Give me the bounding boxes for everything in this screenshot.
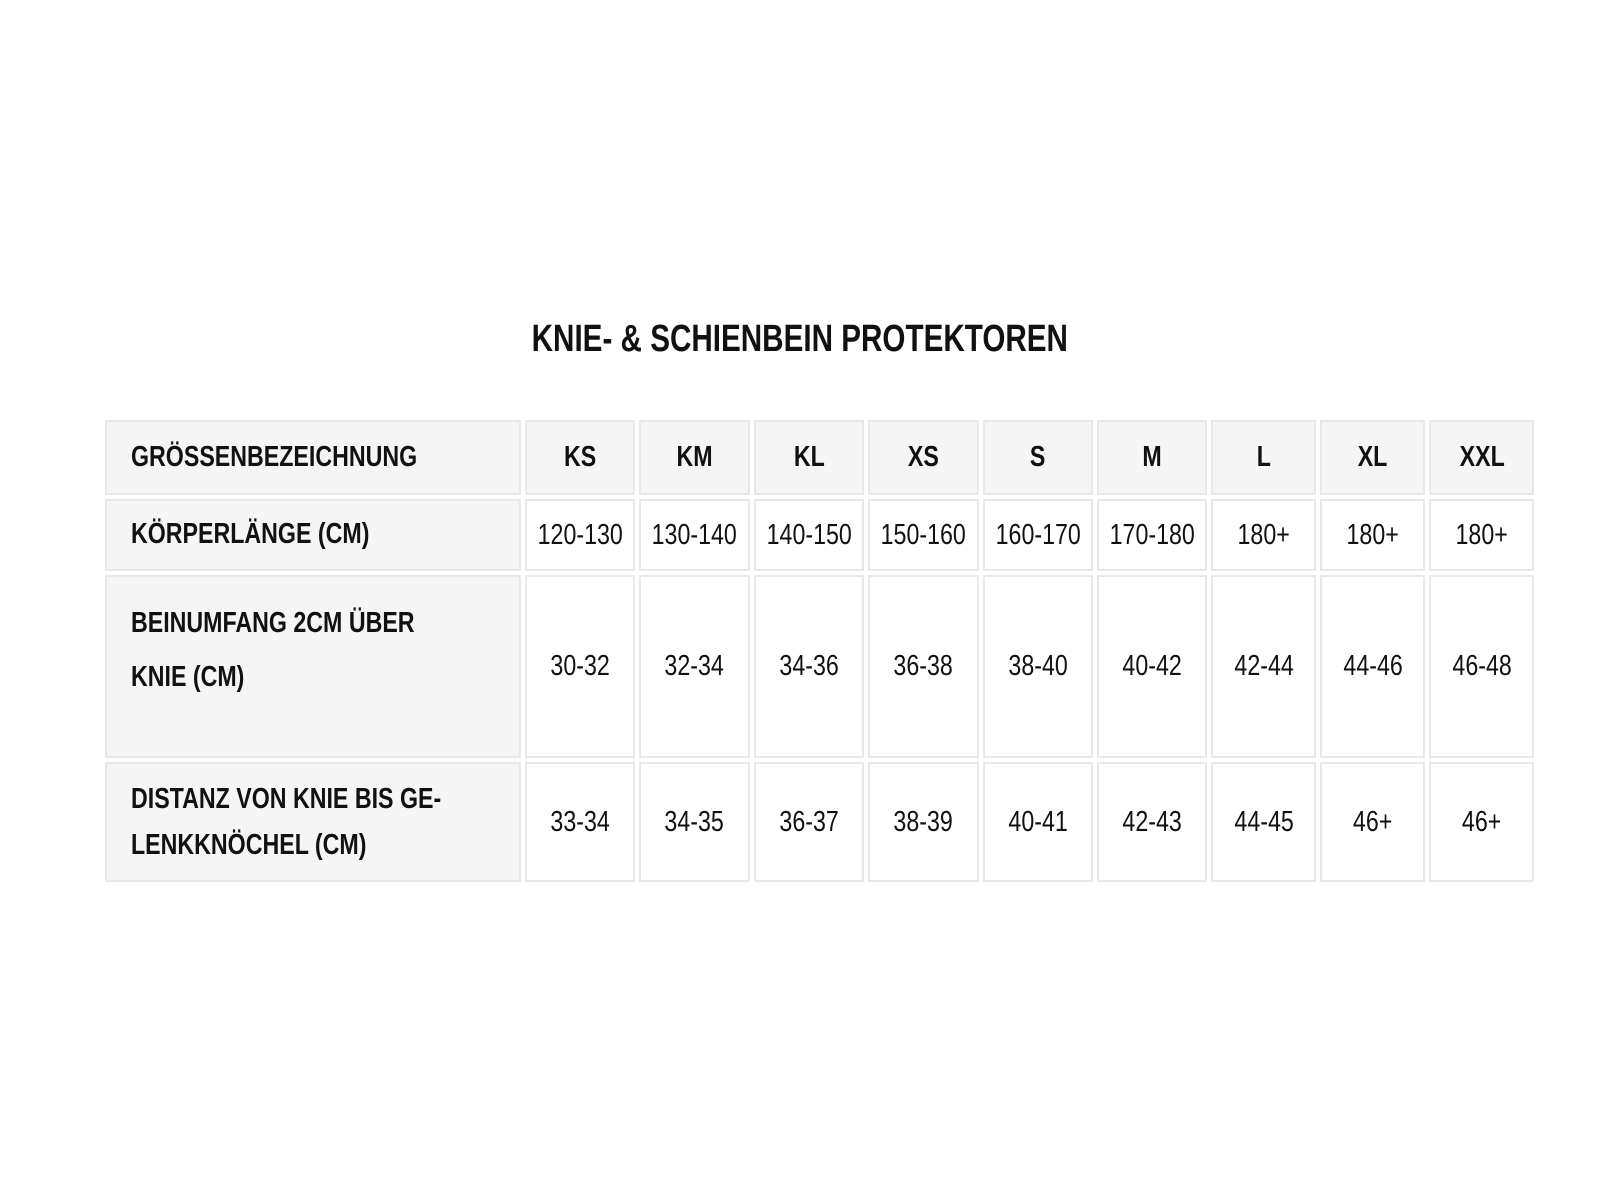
cell-value: 42-44 xyxy=(1234,650,1294,682)
row-label: KÖRPERLÄNGE (CM) xyxy=(131,518,370,551)
cell-value: 32-34 xyxy=(664,650,725,682)
value-cell: 34-36 xyxy=(753,575,865,758)
value-cell: 33-34 xyxy=(524,762,636,882)
cell-value: 170-180 xyxy=(1109,518,1195,551)
size-header-cell: S xyxy=(982,420,1093,495)
cell-value: 34-35 xyxy=(664,805,725,838)
size-label: KS xyxy=(563,441,597,473)
cell-value: 180+ xyxy=(1346,518,1400,551)
value-cell: 42-44 xyxy=(1211,575,1317,758)
size-header-cell: XL xyxy=(1320,420,1426,495)
value-cell: 150-160 xyxy=(868,499,979,571)
value-cell: 40-41 xyxy=(982,762,1093,882)
table-row: DISTANZ VON KNIE BIS GE- LENKKNÖCHEL (CM)… xyxy=(105,762,1535,882)
page-title: KNIE- & SCHIENBEIN PROTEKTOREN xyxy=(0,318,1600,361)
row-label-cell: BEINUMFANG 2CM ÜBER KNIE (CM) xyxy=(105,575,521,758)
value-cell: 130-140 xyxy=(639,499,750,571)
cell-value: 46-48 xyxy=(1452,650,1512,682)
value-cell: 46+ xyxy=(1429,762,1535,882)
value-cell: 44-45 xyxy=(1211,762,1317,882)
row-label: DISTANZ VON KNIE BIS GE- LENKKNÖCHEL (CM) xyxy=(131,776,441,869)
size-label: XL xyxy=(1358,441,1388,473)
size-header-cell: KS xyxy=(524,420,636,495)
header-label-cell: GRÖSSENBEZEICHNUNG xyxy=(105,420,521,495)
size-header-cell: KL xyxy=(753,420,865,495)
cell-value: 38-39 xyxy=(893,805,953,838)
title-text: KNIE- & SCHIENBEIN PROTEKTOREN xyxy=(531,318,1069,360)
value-cell: 140-150 xyxy=(753,499,865,571)
size-label: S xyxy=(1029,441,1046,473)
size-label: XS xyxy=(907,441,939,473)
size-label: M xyxy=(1142,441,1162,473)
value-cell: 170-180 xyxy=(1096,499,1208,571)
size-label: L xyxy=(1256,441,1271,473)
cell-value: 180+ xyxy=(1455,518,1509,551)
value-cell: 34-35 xyxy=(639,762,750,882)
cell-value: 38-40 xyxy=(1008,650,1068,682)
size-header-cell: M xyxy=(1096,420,1208,495)
row-label-line: BEINUMFANG 2CM ÜBER xyxy=(131,607,415,639)
size-header-cell: XXL xyxy=(1429,420,1535,495)
cell-value: 42-43 xyxy=(1122,805,1182,838)
cell-value: 44-45 xyxy=(1234,805,1294,838)
size-header-cell: L xyxy=(1211,420,1317,495)
value-cell: 180+ xyxy=(1211,499,1317,571)
size-label: KM xyxy=(676,441,713,473)
row-label-line: LENKKNÖCHEL (CM) xyxy=(131,829,367,861)
header-row: GRÖSSENBEZEICHNUNG KS KM KL XS S M L XL XXL xyxy=(105,420,1535,495)
value-cell: 180+ xyxy=(1429,499,1535,571)
row-label-cell: KÖRPERLÄNGE (CM) xyxy=(105,499,521,571)
value-cell: 180+ xyxy=(1320,499,1426,571)
value-cell: 32-34 xyxy=(639,575,750,758)
value-cell: 38-39 xyxy=(868,762,979,882)
cell-value: 46+ xyxy=(1462,805,1502,838)
cell-value: 150-160 xyxy=(880,518,966,551)
row-label-cell: DISTANZ VON KNIE BIS GE- LENKKNÖCHEL (CM) xyxy=(105,762,521,882)
size-label: KL xyxy=(793,441,825,473)
row-label-line: KNIE (CM) xyxy=(131,660,245,693)
cell-value: 30-32 xyxy=(550,650,610,682)
cell-value: 180+ xyxy=(1237,518,1291,551)
size-chart-table: GRÖSSENBEZEICHNUNG KS KM KL XS S M L XL XXL KÖRP… xyxy=(101,416,1538,886)
size-label: XXL xyxy=(1459,441,1505,473)
cell-value: 46+ xyxy=(1353,805,1393,838)
cell-value: 160-170 xyxy=(995,518,1081,551)
row-label-line: DISTANZ VON KNIE BIS GE- xyxy=(131,782,442,815)
value-cell: 38-40 xyxy=(982,575,1093,758)
table-row: KÖRPERLÄNGE (CM) 120-130 130-140 140-150 15… xyxy=(105,499,1535,571)
value-cell: 40-42 xyxy=(1096,575,1208,758)
value-cell: 160-170 xyxy=(982,499,1093,571)
cell-value: 36-37 xyxy=(779,805,839,838)
value-cell: 36-38 xyxy=(868,575,979,758)
cell-value: 130-140 xyxy=(651,518,737,551)
cell-value: 40-41 xyxy=(1008,805,1068,838)
value-cell: 42-43 xyxy=(1096,762,1208,882)
cell-value: 140-150 xyxy=(766,518,852,551)
row-label: BEINUMFANG 2CM ÜBER KNIE (CM) xyxy=(131,597,415,704)
size-header-cell: XS xyxy=(868,420,979,495)
value-cell: 46+ xyxy=(1320,762,1426,882)
value-cell: 30-32 xyxy=(524,575,636,758)
cell-value: 44-46 xyxy=(1343,650,1403,682)
cell-value: 34-36 xyxy=(779,650,839,682)
size-header-cell: KM xyxy=(639,420,750,495)
cell-value: 33-34 xyxy=(550,805,610,838)
value-cell: 36-37 xyxy=(753,762,865,882)
header-label: GRÖSSENBEZEICHNUNG xyxy=(131,440,418,473)
value-cell: 44-46 xyxy=(1320,575,1426,758)
cell-value: 36-38 xyxy=(893,650,953,682)
value-cell: 120-130 xyxy=(524,499,636,571)
table-row: BEINUMFANG 2CM ÜBER KNIE (CM) 30-32 32-34 3… xyxy=(105,575,1535,758)
value-cell: 46-48 xyxy=(1429,575,1535,758)
cell-value: 40-42 xyxy=(1122,650,1182,682)
cell-value: 120-130 xyxy=(537,518,623,551)
